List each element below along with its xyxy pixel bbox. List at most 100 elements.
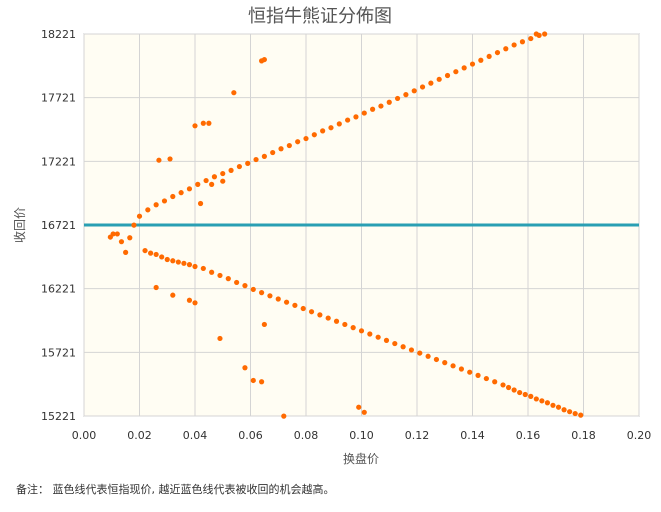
bull-point: [292, 302, 298, 308]
bull-point: [408, 347, 415, 353]
bear-point: [186, 186, 193, 192]
bull-point: [392, 340, 398, 347]
bull-point: [261, 321, 267, 328]
bull-point: [259, 379, 265, 385]
y-axis-ticks: 15221 15721 16221 16721 17221 17721 18221: [41, 28, 76, 423]
bull-point: [425, 353, 431, 359]
bear-point: [494, 49, 501, 56]
bull-point: [186, 297, 193, 303]
y-tick-label: 16221: [41, 283, 76, 296]
bear-point: [303, 135, 309, 142]
bull-point: [170, 292, 176, 298]
bear-point: [220, 170, 226, 177]
bull-point: [275, 296, 281, 302]
bear-point: [206, 120, 212, 126]
x-tick-label: 0.08: [294, 429, 319, 442]
bull-point: [142, 247, 148, 254]
bear-point: [170, 193, 176, 200]
bear-point: [503, 46, 509, 52]
bull-point: [350, 325, 356, 331]
bear-point: [320, 128, 326, 134]
bull-point: [281, 413, 287, 419]
bull-point: [483, 375, 489, 382]
bear-point: [261, 153, 267, 159]
x-tick-label: 0.12: [405, 429, 430, 442]
bull-point: [417, 350, 423, 356]
x-axis-label: 换盘价: [343, 451, 379, 466]
bull-point: [242, 283, 248, 289]
bear-point: [245, 160, 251, 166]
bear-point: [478, 57, 484, 63]
bear-point: [444, 72, 451, 79]
bull-point: [217, 335, 223, 342]
bull-point: [500, 382, 506, 388]
bull-point: [492, 379, 498, 385]
bull-point: [110, 231, 116, 237]
bull-point: [242, 365, 248, 371]
y-tick-label: 17221: [41, 155, 76, 168]
x-tick-label: 0.18: [571, 429, 596, 442]
bear-point: [394, 95, 401, 102]
bull-point: [450, 363, 456, 369]
bear-point: [278, 146, 284, 152]
bear-point: [270, 149, 276, 156]
bull-point: [572, 410, 578, 417]
bear-point: [178, 190, 184, 196]
bear-point: [361, 110, 367, 116]
bull-point: [578, 412, 584, 418]
bear-point: [295, 139, 301, 145]
bull-point: [433, 356, 440, 363]
bull-point: [283, 299, 290, 305]
chart-note: 备注： 蓝色线代表恒指现价, 越近蓝色线代表被收回的机会越高。: [16, 483, 335, 496]
y-tick-label: 15721: [41, 346, 76, 359]
bear-point: [153, 202, 159, 208]
chart-title: 恒指牛熊证分佈图: [248, 6, 392, 27]
x-axis-ticks: 0.00 0.02 0.04 0.06 0.08 0.10 0.12 0.14 0.16 0.18…: [72, 429, 652, 442]
bear-point: [469, 61, 476, 67]
bear-point: [286, 142, 292, 149]
bull-point: [250, 377, 256, 384]
bull-point: [475, 372, 481, 378]
bear-point: [411, 88, 417, 94]
bull-point: [250, 286, 256, 293]
y-axis-label: 收回价: [13, 207, 27, 243]
bull-point: [175, 259, 181, 265]
bear-point: [253, 156, 259, 163]
bear-point: [192, 123, 198, 129]
bull-point: [342, 321, 348, 328]
bear-point: [403, 92, 409, 98]
bear-point: [211, 174, 218, 180]
bull-point: [533, 396, 539, 402]
bull-point: [259, 290, 265, 296]
bear-point: [200, 120, 206, 126]
bull-point: [225, 276, 231, 282]
bull-point: [164, 256, 170, 263]
bear-point: [453, 69, 459, 75]
bull-point: [528, 393, 534, 399]
bull-point: [550, 402, 556, 408]
bear-point: [328, 125, 334, 131]
x-tick-label: 0.14: [460, 429, 485, 442]
bear-point: [145, 207, 151, 213]
bull-point: [217, 272, 223, 279]
bear-point: [345, 117, 351, 123]
bear-point: [542, 31, 548, 37]
x-tick-label: 0.00: [72, 429, 97, 442]
bull-point: [123, 249, 129, 255]
y-tick-label: 17721: [41, 92, 76, 105]
x-tick-label: 0.04: [183, 429, 208, 442]
bear-point: [220, 178, 226, 184]
bear-point: [370, 106, 376, 112]
bull-point: [127, 235, 133, 241]
bull-point: [186, 262, 193, 268]
bear-point: [336, 121, 342, 127]
bull-point: [308, 309, 315, 315]
bear-point: [195, 181, 201, 187]
bull-point: [159, 254, 165, 260]
bear-point: [519, 39, 526, 45]
bull-point: [511, 387, 517, 393]
bear-point: [486, 53, 492, 60]
x-tick-label: 0.20: [627, 429, 652, 442]
y-tick-label: 15221: [41, 410, 76, 423]
